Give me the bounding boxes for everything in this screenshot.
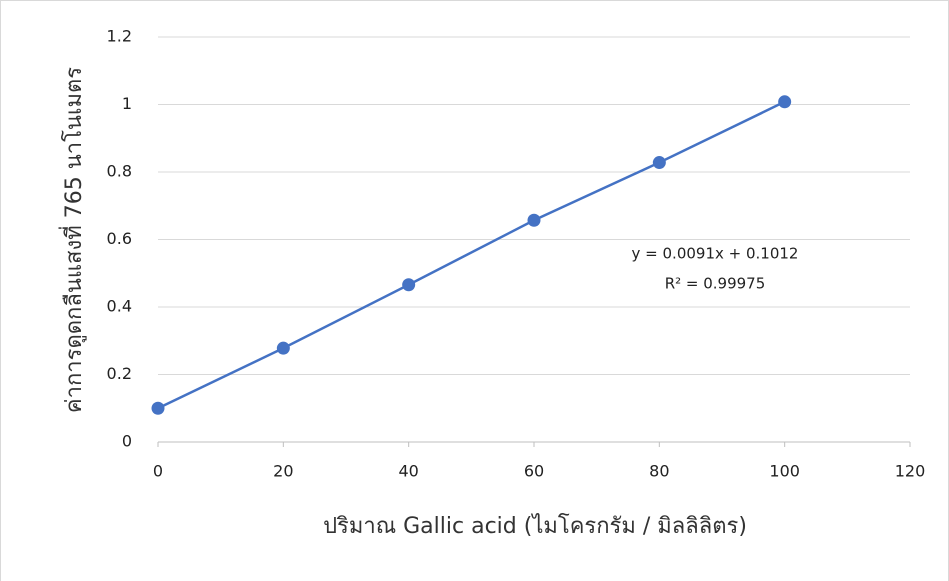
- data-point: [778, 95, 791, 108]
- x-tick-label: 40: [398, 462, 418, 481]
- y-tick-label: 0.6: [107, 229, 132, 248]
- data-point: [402, 278, 415, 291]
- x-tick-label: 20: [273, 462, 293, 481]
- chart-frame: [1, 1, 949, 581]
- chart: ปริมาณ Gallic acid (ไมโครกรัม / มิลลิลิต…: [0, 0, 949, 581]
- x-tick-label: 80: [649, 462, 669, 481]
- y-tick-label: 0: [122, 432, 132, 451]
- y-tick-label: 0.2: [107, 364, 132, 383]
- x-tick-label: 100: [769, 462, 800, 481]
- x-tick-label: 120: [895, 462, 926, 481]
- page: {"chart_data": {"type": "scatter", "x_la…: [0, 0, 949, 581]
- r-squared: R² = 0.99975: [665, 275, 766, 293]
- data-point: [277, 342, 290, 355]
- x-tick-label: 60: [524, 462, 544, 481]
- y-axis-title: ค่าการดูดกลืนแสงที่ 765 นาโนเมตร: [58, 67, 87, 413]
- y-tick-label: 0.4: [107, 297, 132, 316]
- y-tick-label: 1: [122, 94, 132, 113]
- y-tick-label: 0.8: [107, 162, 132, 181]
- x-axis-title: ปริมาณ Gallic acid (ไมโครกรัม / มิลลิลิต…: [323, 513, 747, 539]
- data-point: [152, 402, 165, 415]
- equation: y = 0.0091x + 0.1012: [632, 245, 799, 263]
- x-tick-label: 0: [153, 462, 163, 481]
- data-point: [653, 156, 666, 169]
- y-tick-label: 1.2: [107, 27, 132, 46]
- data-point: [528, 214, 541, 227]
